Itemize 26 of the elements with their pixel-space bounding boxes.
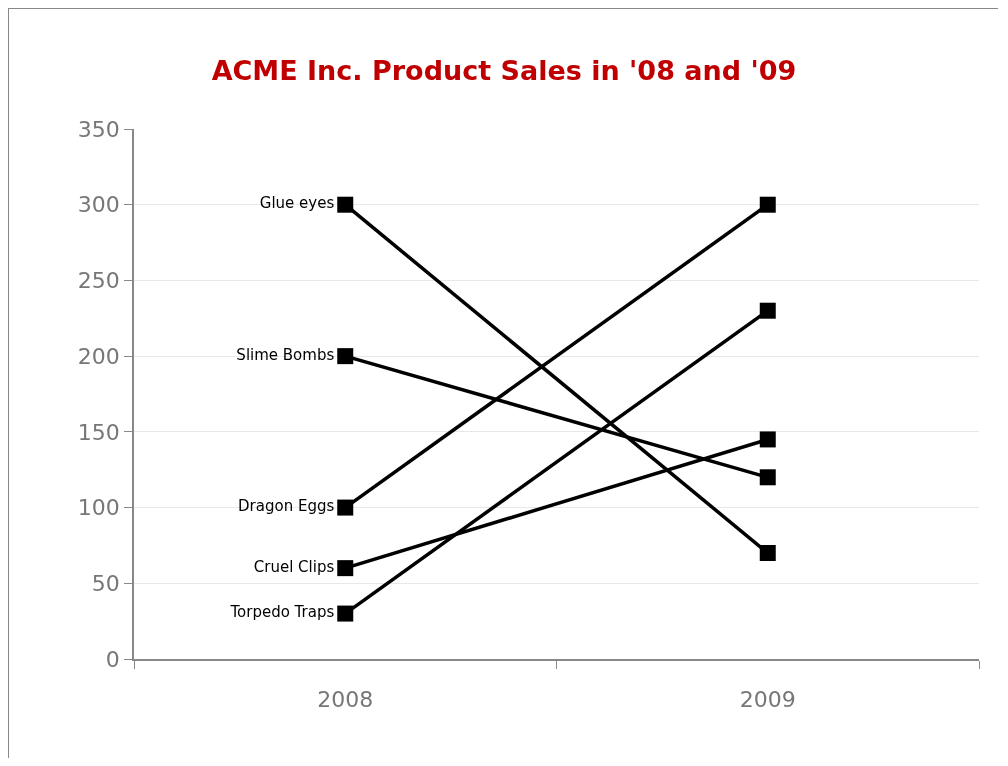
y-tick-label: 100: [77, 495, 120, 521]
point: [759, 545, 776, 561]
point: [337, 499, 354, 516]
y-tick-label: 350: [77, 116, 120, 142]
series-label: Torpedo Traps: [229, 603, 335, 622]
y-tick-label: 250: [77, 268, 120, 294]
series-label: Glue eyes: [259, 194, 335, 213]
point: [759, 431, 776, 448]
series-label: Dragon Eggs: [238, 497, 335, 516]
y-tick-label: 150: [77, 419, 120, 445]
x-tick-label: 2009: [739, 687, 796, 713]
series-label: Cruel Clips: [253, 557, 335, 576]
chart-title: ACME Inc. Product Sales in '08 and '09: [211, 55, 797, 87]
x-tick-label: 2008: [317, 687, 374, 713]
point: [759, 469, 776, 486]
y-tick-label: 0: [105, 646, 120, 672]
point: [759, 196, 776, 213]
y-tick-label: 50: [91, 570, 120, 596]
point: [337, 560, 354, 577]
point: [337, 196, 354, 213]
point: [759, 302, 776, 319]
point: [337, 348, 354, 365]
y-tick-label: 300: [77, 192, 120, 218]
series-label: Slime Bombs: [236, 345, 335, 364]
y-tick-label: 200: [77, 343, 120, 369]
point: [337, 605, 354, 622]
